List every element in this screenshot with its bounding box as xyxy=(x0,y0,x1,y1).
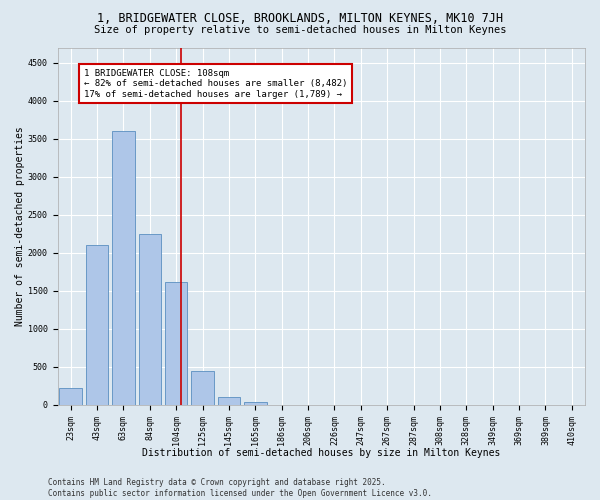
Bar xyxy=(112,131,134,405)
Bar xyxy=(59,388,82,405)
Bar xyxy=(244,402,266,405)
Bar xyxy=(191,371,214,405)
Bar xyxy=(139,234,161,405)
Bar xyxy=(86,246,108,405)
X-axis label: Distribution of semi-detached houses by size in Milton Keynes: Distribution of semi-detached houses by … xyxy=(142,448,500,458)
Text: Contains HM Land Registry data © Crown copyright and database right 2025.
Contai: Contains HM Land Registry data © Crown c… xyxy=(48,478,432,498)
Text: 1, BRIDGEWATER CLOSE, BROOKLANDS, MILTON KEYNES, MK10 7JH: 1, BRIDGEWATER CLOSE, BROOKLANDS, MILTON… xyxy=(97,12,503,26)
Bar xyxy=(218,396,240,405)
Text: 1 BRIDGEWATER CLOSE: 108sqm
← 82% of semi-detached houses are smaller (8,482)
17: 1 BRIDGEWATER CLOSE: 108sqm ← 82% of sem… xyxy=(84,69,347,98)
Y-axis label: Number of semi-detached properties: Number of semi-detached properties xyxy=(15,126,25,326)
Text: Size of property relative to semi-detached houses in Milton Keynes: Size of property relative to semi-detach… xyxy=(94,25,506,35)
Bar xyxy=(165,282,187,405)
